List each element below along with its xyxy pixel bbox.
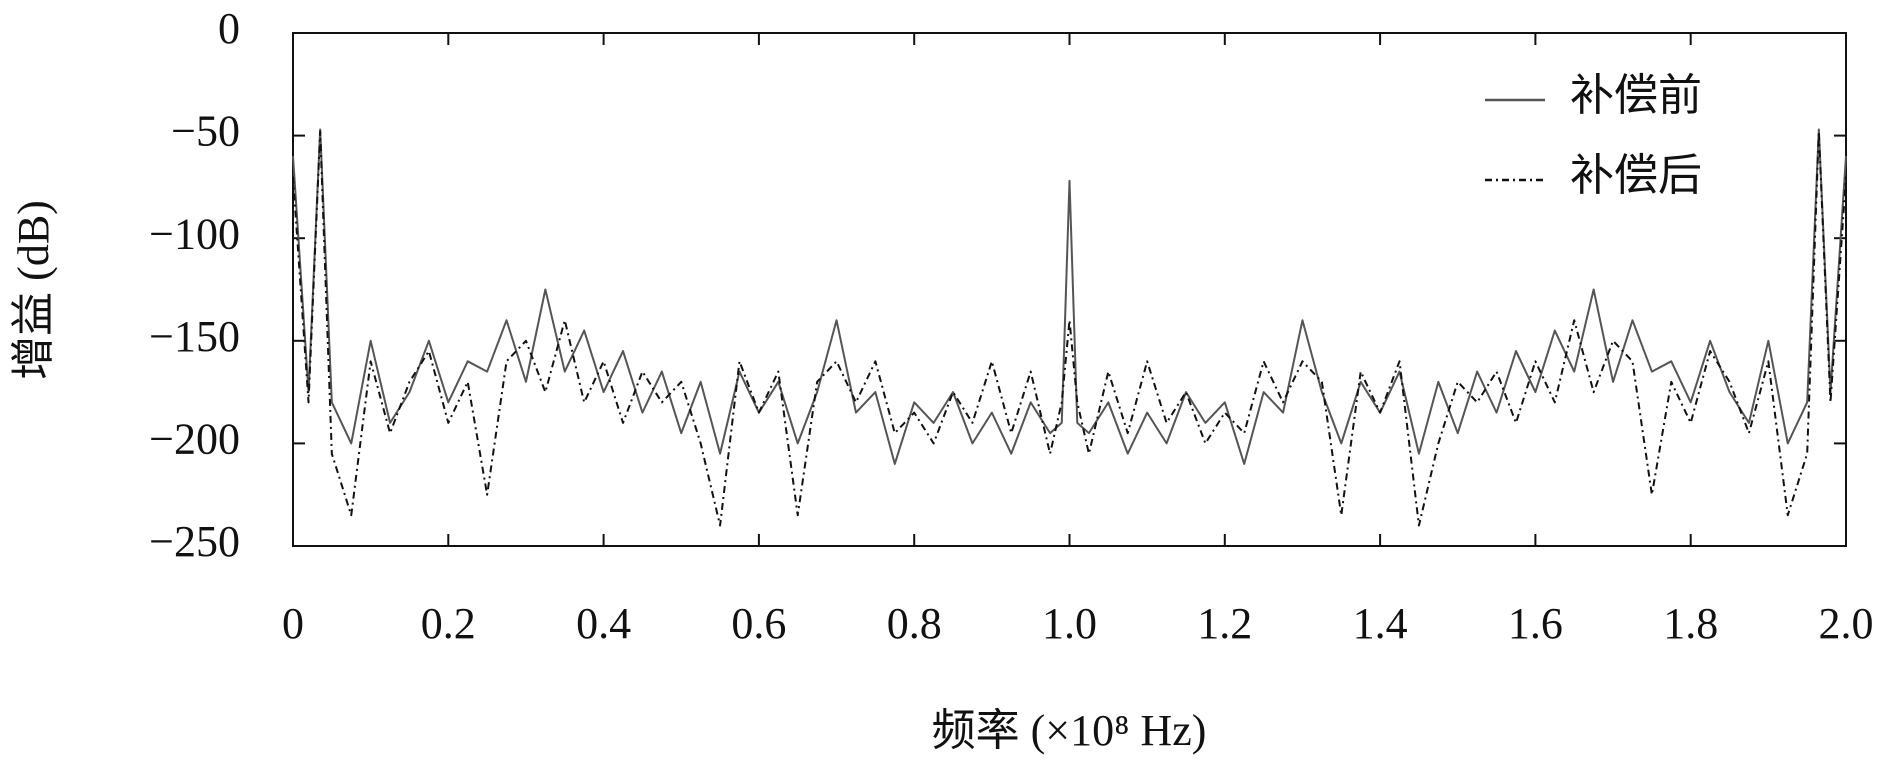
y-tick-label: −200 <box>149 414 240 463</box>
series-line <box>292 130 1847 527</box>
x-tick-label: 1.2 <box>1197 599 1252 648</box>
legend-label: 补偿前 <box>1570 71 1702 120</box>
x-tick-label: 1.4 <box>1353 599 1408 648</box>
y-tick-label: 0 <box>218 4 240 53</box>
y-tick-label: −50 <box>171 107 240 156</box>
x-tick-label: 0.6 <box>731 599 786 648</box>
x-tick-label: 2.0 <box>1819 599 1874 648</box>
y-axis-label: 增益 (dB) <box>9 200 58 380</box>
legend-label: 补偿后 <box>1570 151 1702 200</box>
y-tick-label: −150 <box>149 312 240 361</box>
x-tick-label: 0.8 <box>887 599 942 648</box>
series-line <box>292 128 1847 465</box>
y-tick-label: −100 <box>149 209 240 258</box>
x-tick-label: 0 <box>282 599 304 648</box>
x-tick-label: 0.4 <box>576 599 631 648</box>
x-tick-label: 1.8 <box>1663 599 1718 648</box>
x-tick-label: 1.6 <box>1508 599 1563 648</box>
x-axis-label: 频率 (×10⁸ Hz) <box>932 706 1207 755</box>
x-tick-label: 1.0 <box>1042 599 1097 648</box>
y-tick-label: −250 <box>149 517 240 566</box>
x-tick-label: 0.2 <box>421 599 476 648</box>
